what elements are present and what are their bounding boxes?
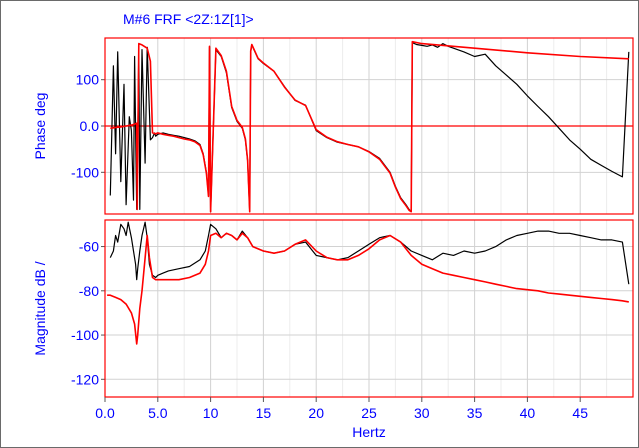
x-tick-label: 45 — [572, 405, 588, 421]
magnitude-gridlines — [101, 220, 633, 397]
y-tick-label: 0.0 — [80, 118, 100, 134]
phase-y-axis-label: Phase deg — [32, 93, 48, 160]
y-tick-label: 100 — [76, 72, 100, 88]
y-tick-label: -120 — [71, 371, 99, 387]
y-tick-label: -100 — [71, 327, 99, 343]
phase-panel: 100 0.0 -100 Phase deg — [32, 37, 634, 215]
x-tick-label: 35 — [467, 405, 483, 421]
x-tick-label: 30 — [414, 405, 430, 421]
x-tick-label: 15 — [256, 405, 272, 421]
magnitude-y-axis-label: Magnitude dB / — [32, 261, 48, 355]
y-tick-label: -100 — [71, 164, 99, 180]
magnitude-y-tick-labels: -60 -80 -100 -120 — [71, 239, 99, 388]
x-tick-label: 0.0 — [95, 405, 115, 421]
x-tick-label: 10 — [203, 405, 219, 421]
magnitude-panel: -60 -80 -100 -120 Magnitude dB / — [32, 219, 634, 398]
x-tick-label: 5.0 — [148, 405, 168, 421]
phase-plot-border — [104, 37, 634, 215]
phase-fitted-series — [110, 40, 629, 213]
x-axis-label: Hertz — [352, 424, 385, 440]
magnitude-fitted-series — [107, 232, 629, 345]
x-tick-labels: 0.0 5.0 10 15 20 25 30 35 40 45 — [95, 397, 588, 421]
phase-y-tick-labels: 100 0.0 -100 — [71, 72, 99, 181]
y-tick-label: -80 — [79, 283, 99, 299]
x-tick-label: 20 — [308, 405, 324, 421]
chart-title: M#6 FRF <2Z:1Z[1]> — [123, 11, 254, 27]
x-tick-label: 25 — [361, 405, 377, 421]
magnitude-measured-series — [109, 221, 630, 285]
phase-measured-series — [109, 41, 630, 213]
y-tick-label: -60 — [79, 239, 99, 255]
x-tick-label: 40 — [520, 405, 536, 421]
